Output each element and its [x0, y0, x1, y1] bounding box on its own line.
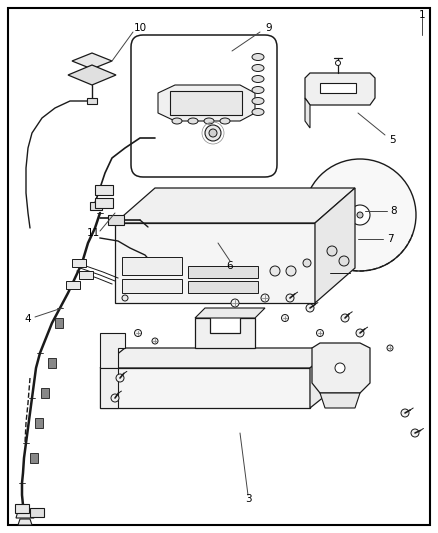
Circle shape — [122, 295, 128, 301]
Ellipse shape — [252, 76, 264, 83]
Circle shape — [286, 266, 296, 276]
Polygon shape — [310, 348, 335, 408]
Circle shape — [303, 259, 311, 267]
Ellipse shape — [220, 118, 230, 124]
Polygon shape — [100, 368, 118, 408]
Text: 5: 5 — [389, 135, 396, 145]
Polygon shape — [72, 53, 112, 69]
Polygon shape — [195, 308, 265, 318]
Circle shape — [306, 304, 314, 312]
Circle shape — [116, 374, 124, 382]
Text: 1: 1 — [419, 10, 425, 20]
Bar — [66, 281, 80, 289]
Bar — [79, 271, 93, 279]
Circle shape — [356, 329, 364, 337]
Polygon shape — [115, 188, 355, 223]
Polygon shape — [100, 368, 310, 408]
Bar — [95, 185, 113, 195]
Circle shape — [339, 256, 349, 266]
Circle shape — [304, 159, 416, 271]
Bar — [15, 504, 29, 513]
Circle shape — [111, 394, 119, 402]
Ellipse shape — [252, 109, 264, 116]
Bar — [72, 259, 86, 267]
Bar — [48, 358, 56, 368]
Ellipse shape — [172, 118, 182, 124]
Bar — [122, 279, 182, 293]
Circle shape — [205, 125, 221, 141]
Bar — [87, 98, 97, 104]
FancyBboxPatch shape — [131, 35, 277, 177]
Ellipse shape — [188, 118, 198, 124]
Circle shape — [357, 212, 363, 218]
Polygon shape — [115, 223, 315, 303]
Circle shape — [317, 329, 324, 336]
Text: 11: 11 — [86, 228, 99, 238]
Bar — [41, 388, 49, 398]
Bar — [30, 453, 38, 463]
Polygon shape — [305, 98, 310, 128]
Circle shape — [282, 314, 289, 321]
Polygon shape — [305, 73, 375, 105]
Text: 4: 4 — [25, 314, 31, 324]
Circle shape — [152, 338, 158, 344]
Polygon shape — [320, 83, 356, 93]
Polygon shape — [100, 348, 335, 368]
Circle shape — [270, 266, 280, 276]
Bar — [95, 198, 113, 208]
Circle shape — [401, 409, 409, 417]
Polygon shape — [315, 188, 355, 303]
Polygon shape — [312, 343, 370, 393]
Circle shape — [341, 314, 349, 322]
Text: 7: 7 — [387, 234, 393, 244]
Polygon shape — [68, 65, 116, 85]
Bar — [108, 215, 124, 225]
Polygon shape — [320, 393, 360, 408]
Ellipse shape — [252, 64, 264, 71]
Polygon shape — [158, 85, 255, 121]
Ellipse shape — [252, 86, 264, 93]
Bar — [90, 202, 102, 210]
Circle shape — [336, 61, 340, 66]
Circle shape — [335, 363, 345, 373]
Circle shape — [387, 345, 393, 351]
Bar — [188, 266, 258, 278]
Circle shape — [209, 129, 217, 137]
Circle shape — [286, 294, 294, 302]
Text: 6: 6 — [227, 261, 233, 271]
Polygon shape — [18, 519, 32, 525]
Text: 10: 10 — [134, 23, 147, 33]
Ellipse shape — [252, 53, 264, 61]
Polygon shape — [16, 511, 34, 518]
Polygon shape — [100, 333, 125, 368]
Ellipse shape — [204, 118, 214, 124]
Circle shape — [327, 246, 337, 256]
Text: 9: 9 — [266, 23, 272, 33]
Bar — [55, 318, 63, 328]
Bar — [122, 257, 182, 275]
Circle shape — [261, 294, 269, 302]
Polygon shape — [195, 318, 255, 348]
Bar — [188, 281, 258, 293]
Ellipse shape — [252, 98, 264, 104]
Circle shape — [134, 329, 141, 336]
Circle shape — [411, 429, 419, 437]
Circle shape — [350, 205, 370, 225]
Bar — [170, 91, 242, 115]
Text: 8: 8 — [391, 206, 397, 216]
Text: 3: 3 — [245, 494, 251, 504]
Bar — [35, 418, 43, 428]
Bar — [30, 508, 44, 517]
Circle shape — [231, 299, 239, 307]
